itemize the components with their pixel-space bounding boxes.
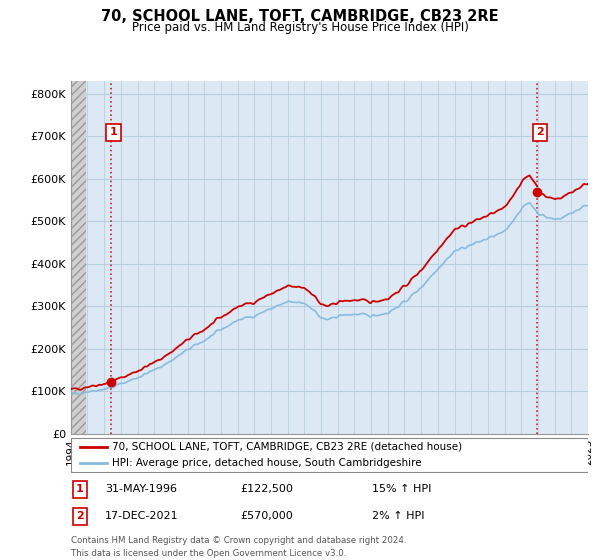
Text: Price paid vs. HM Land Registry's House Price Index (HPI): Price paid vs. HM Land Registry's House … (131, 21, 469, 35)
Text: Contains HM Land Registry data © Crown copyright and database right 2024.
This d: Contains HM Land Registry data © Crown c… (71, 536, 406, 558)
Text: 2: 2 (536, 127, 544, 137)
FancyBboxPatch shape (71, 437, 588, 473)
Text: 1: 1 (76, 484, 83, 494)
Text: HPI: Average price, detached house, South Cambridgeshire: HPI: Average price, detached house, Sout… (112, 459, 422, 468)
Text: 31-MAY-1996: 31-MAY-1996 (105, 484, 177, 494)
Text: £570,000: £570,000 (240, 511, 293, 521)
Text: 2: 2 (76, 511, 83, 521)
Text: 15% ↑ HPI: 15% ↑ HPI (372, 484, 431, 494)
Text: 17-DEC-2021: 17-DEC-2021 (105, 511, 179, 521)
Text: £122,500: £122,500 (240, 484, 293, 494)
Text: 2% ↑ HPI: 2% ↑ HPI (372, 511, 425, 521)
Text: 1: 1 (110, 127, 118, 137)
Text: 70, SCHOOL LANE, TOFT, CAMBRIDGE, CB23 2RE: 70, SCHOOL LANE, TOFT, CAMBRIDGE, CB23 2… (101, 10, 499, 24)
Bar (71, 81, 86, 434)
Text: 70, SCHOOL LANE, TOFT, CAMBRIDGE, CB23 2RE (detached house): 70, SCHOOL LANE, TOFT, CAMBRIDGE, CB23 2… (112, 442, 463, 451)
